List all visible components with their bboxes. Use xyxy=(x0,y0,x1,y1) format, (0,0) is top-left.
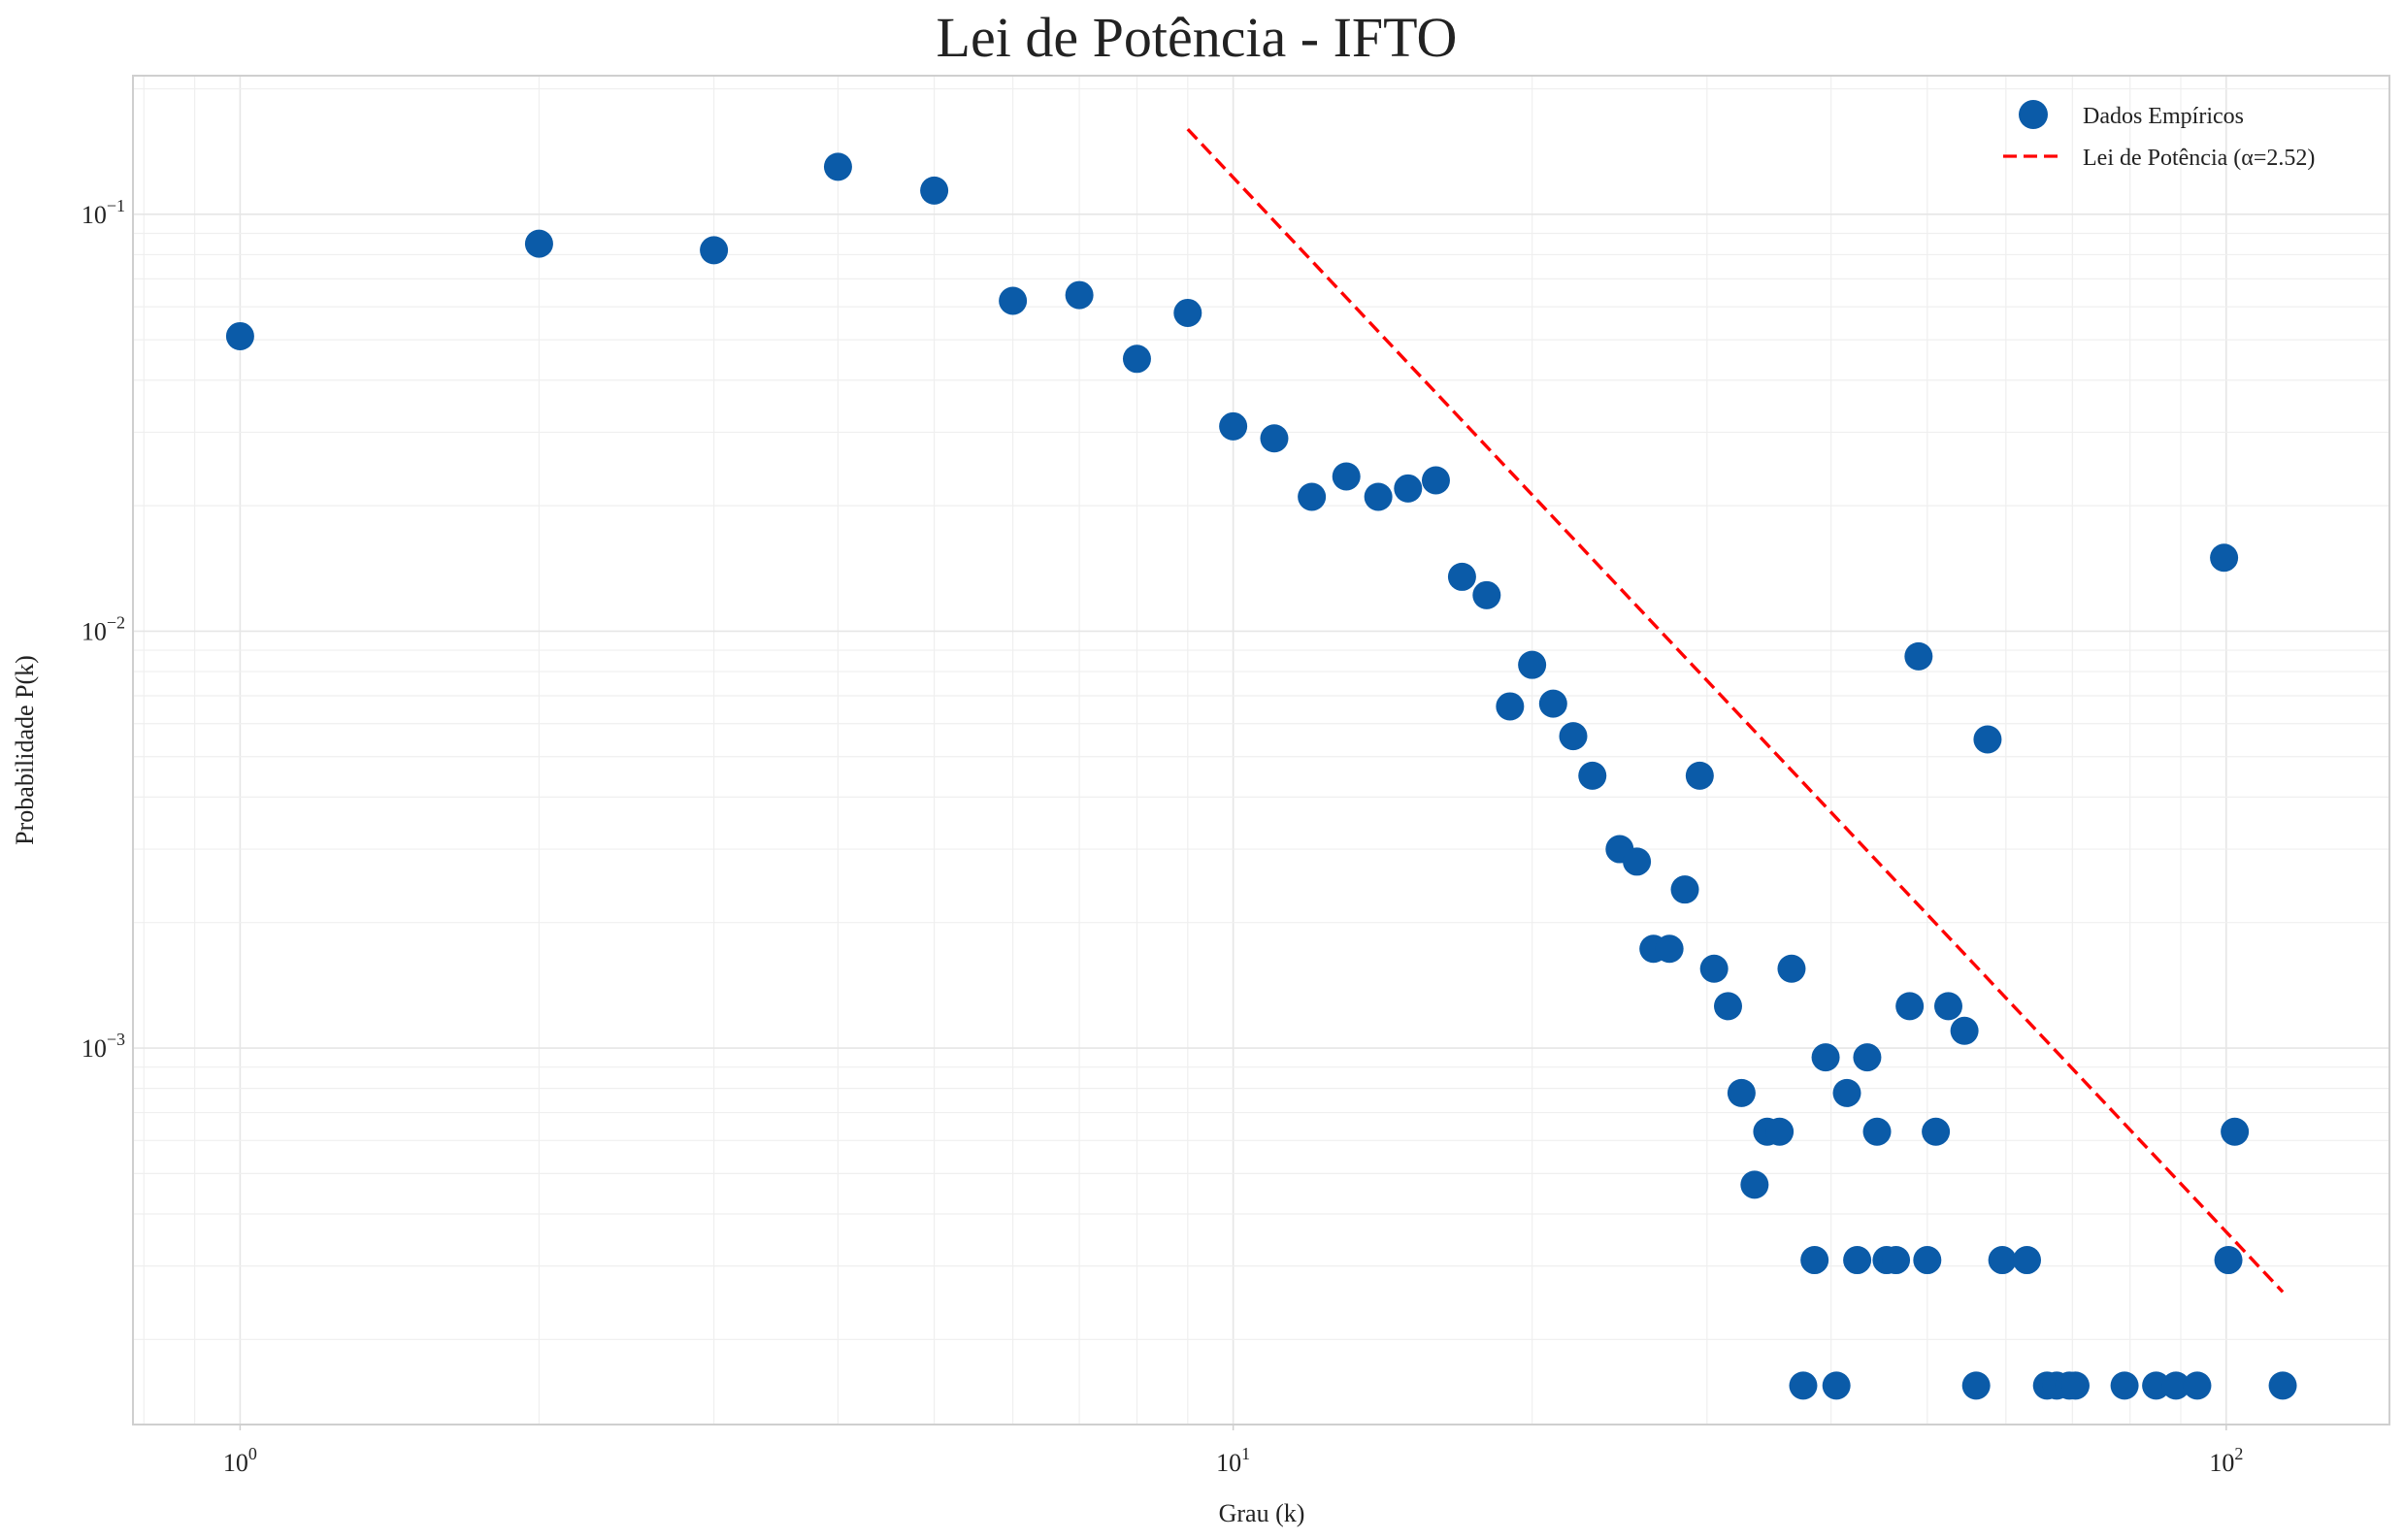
data-point xyxy=(1578,761,1607,790)
data-point xyxy=(1364,482,1393,511)
data-point xyxy=(2060,1371,2090,1400)
data-point xyxy=(2214,1246,2243,1275)
legend: Dados Empíricos Lei de Potência (α=2.52) xyxy=(2003,100,2315,171)
y-tick-label: 10−1 xyxy=(82,196,125,229)
data-point xyxy=(1789,1371,1818,1400)
y-tick-label: 10−2 xyxy=(82,612,125,645)
y-axis-label: Probabilidade P(k) xyxy=(11,655,39,845)
data-point xyxy=(1699,954,1729,983)
data-point xyxy=(2183,1371,2212,1400)
x-tick-label: 101 xyxy=(1216,1444,1250,1477)
data-point xyxy=(1472,580,1501,609)
grid-lines xyxy=(133,76,2389,1425)
data-point xyxy=(2221,1117,2250,1146)
data-point xyxy=(1933,992,1962,1021)
y-tick-label: 10−3 xyxy=(82,1030,125,1063)
data-point xyxy=(1988,1246,2017,1275)
data-point xyxy=(1670,875,1699,904)
data-point xyxy=(524,229,553,258)
data-point xyxy=(1065,280,1094,310)
data-point xyxy=(1777,954,1806,983)
data-point xyxy=(2268,1371,2297,1400)
data-point xyxy=(1122,344,1151,374)
data-point xyxy=(1822,1371,1851,1400)
data-point xyxy=(1713,992,1742,1021)
data-point xyxy=(2161,1371,2190,1400)
data-point xyxy=(1862,1117,1892,1146)
data-point xyxy=(1538,689,1567,718)
data-point xyxy=(1853,1043,1882,1072)
data-point xyxy=(1740,1170,1769,1199)
data-point xyxy=(1260,424,1289,453)
data-point xyxy=(2210,543,2239,573)
data-point xyxy=(1655,934,1684,964)
data-point xyxy=(1913,1246,1942,1275)
data-point xyxy=(1421,466,1450,495)
data-point xyxy=(1518,650,1547,679)
data-point xyxy=(1394,474,1423,503)
legend-label-empirical: Dados Empíricos xyxy=(2083,104,2244,129)
data-point xyxy=(1922,1117,1951,1146)
data-point xyxy=(2110,1371,2139,1400)
x-tick-labels: 100 101 102 xyxy=(223,1425,2243,1477)
data-point xyxy=(1298,482,1327,511)
data-point xyxy=(1727,1078,1756,1107)
data-point xyxy=(2142,1371,2171,1400)
data-point xyxy=(1496,692,1525,721)
data-point xyxy=(1811,1043,1840,1072)
data-point xyxy=(1843,1246,1872,1275)
plot-frame xyxy=(132,75,2390,1425)
data-point xyxy=(920,176,949,205)
legend-marker-empirical xyxy=(2019,100,2048,129)
points-layer xyxy=(225,152,2297,1400)
x-tick-label: 100 xyxy=(223,1444,257,1477)
data-point xyxy=(1173,298,1202,327)
data-point xyxy=(1882,1246,1911,1275)
data-point xyxy=(999,286,1028,315)
data-point xyxy=(1904,641,1933,671)
data-point xyxy=(1332,462,1361,491)
data-point xyxy=(1219,411,1248,441)
data-point xyxy=(1800,1246,1829,1275)
data-point xyxy=(823,152,852,181)
data-point xyxy=(1765,1117,1795,1146)
data-point xyxy=(2013,1246,2042,1275)
data-point xyxy=(1961,1371,1991,1400)
data-point xyxy=(1623,847,1652,876)
data-point xyxy=(1895,992,1925,1021)
x-tick-label: 102 xyxy=(2209,1444,2243,1477)
chart-title: Lei de Potência - IFTO xyxy=(937,6,1458,69)
data-point xyxy=(1447,562,1476,591)
power-law-fit-line xyxy=(1186,127,2285,1294)
data-point xyxy=(1950,1016,1979,1045)
data-point xyxy=(1832,1078,1861,1107)
data-point xyxy=(1559,722,1588,751)
legend-label-fit: Lei de Potência (α=2.52) xyxy=(2083,146,2315,171)
data-point xyxy=(225,321,254,350)
x-axis-label: Grau (k) xyxy=(1219,1499,1305,1527)
y-tick-labels: 10−3 10−2 10−1 xyxy=(82,196,125,1063)
data-point xyxy=(1973,725,2002,754)
data-point xyxy=(700,236,729,265)
fit-line-layer xyxy=(1186,127,2285,1294)
data-point xyxy=(1685,761,1714,790)
